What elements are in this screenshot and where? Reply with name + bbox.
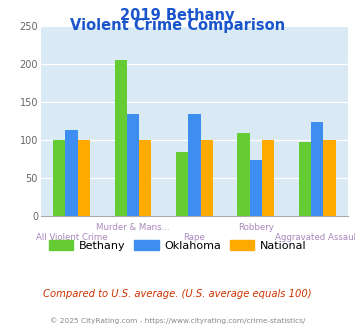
Bar xyxy=(299,142,311,216)
Text: Murder & Mans...: Murder & Mans... xyxy=(96,223,170,232)
Text: 2019 Bethany: 2019 Bethany xyxy=(120,8,235,23)
Bar xyxy=(139,140,151,216)
Text: Aggravated Assault: Aggravated Assault xyxy=(275,233,355,242)
Bar xyxy=(311,122,323,216)
Bar xyxy=(262,140,274,216)
Bar xyxy=(237,133,250,216)
Bar xyxy=(127,115,139,216)
Bar xyxy=(176,152,188,216)
Text: Compared to U.S. average. (U.S. average equals 100): Compared to U.S. average. (U.S. average … xyxy=(43,289,312,299)
Bar xyxy=(250,160,262,216)
Text: © 2025 CityRating.com - https://www.cityrating.com/crime-statistics/: © 2025 CityRating.com - https://www.city… xyxy=(50,317,305,324)
Bar xyxy=(201,140,213,216)
Text: Robbery: Robbery xyxy=(238,223,274,232)
Bar xyxy=(78,140,90,216)
Bar xyxy=(65,130,78,216)
Text: Rape: Rape xyxy=(184,233,205,242)
Bar xyxy=(115,60,127,216)
Legend: Bethany, Oklahoma, National: Bethany, Oklahoma, National xyxy=(44,235,311,255)
Bar xyxy=(53,140,65,216)
Bar xyxy=(323,140,335,216)
Text: Violent Crime Comparison: Violent Crime Comparison xyxy=(70,18,285,33)
Bar xyxy=(188,114,201,216)
Text: All Violent Crime: All Violent Crime xyxy=(36,233,107,242)
